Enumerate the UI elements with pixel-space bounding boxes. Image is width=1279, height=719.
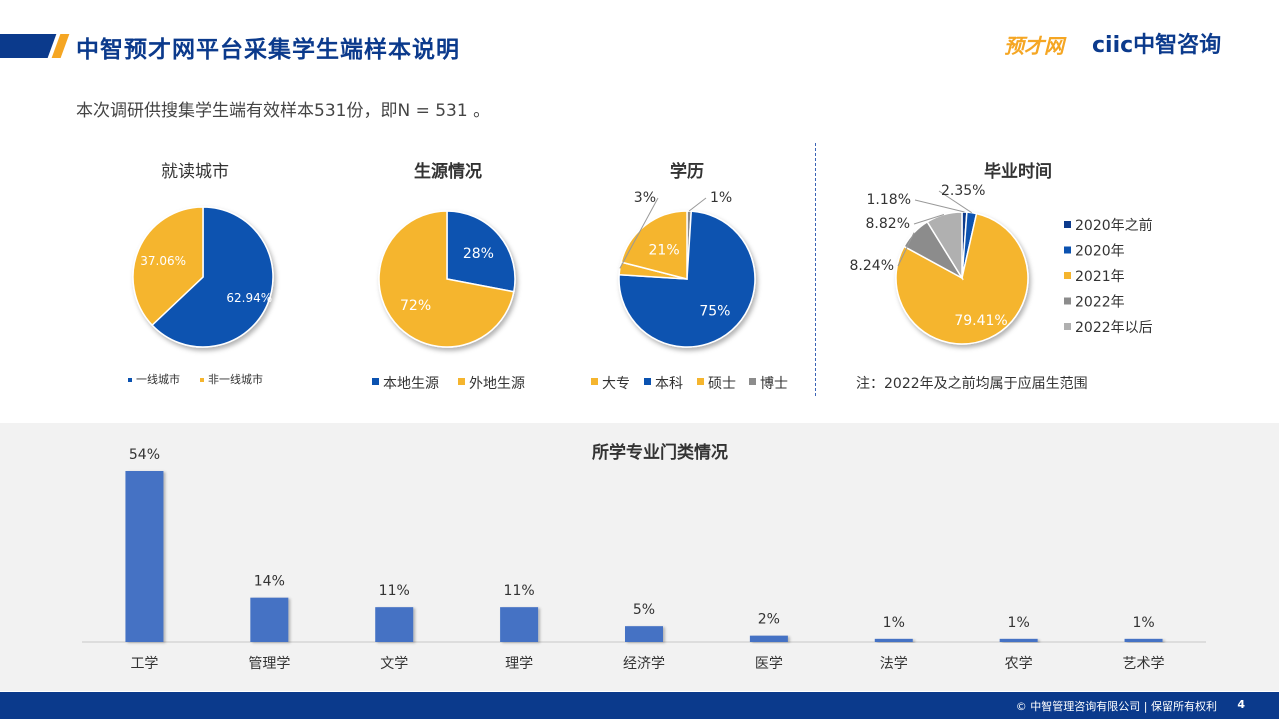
- footer-bar: © 中智管理咨询有限公司 | 保留所有权利 4: [0, 692, 1279, 719]
- bar-data-label: 1%: [1132, 615, 1154, 631]
- legend-marker-本科: [644, 378, 651, 385]
- legend-label: 2020年之前: [1075, 217, 1153, 234]
- pie-data-label: 75%: [699, 304, 730, 320]
- pie-group-0: [132, 206, 274, 348]
- pie-data-label: 62.94%: [226, 291, 272, 305]
- leader-line-2020年: [938, 190, 973, 214]
- bar-文学: [375, 607, 414, 642]
- pie-data-label: 2.35%: [941, 183, 985, 199]
- pie-group-1: [378, 210, 516, 348]
- leader-line-2022年以后: [913, 214, 945, 225]
- bar-data-label: 54%: [129, 447, 160, 463]
- major-bar-chart: 54% 工学 14% 管理学 11% 文学 11% 理学 5% 经济学 2% 医学 1% 法学 1% 农学 1%…: [82, 447, 1206, 672]
- bar-category-label: 经济学: [623, 656, 665, 672]
- bar-category-label: 艺术学: [1123, 656, 1165, 672]
- legend-label: 博士: [760, 375, 788, 392]
- leader-line-2022年: [897, 232, 915, 267]
- bar-category-label: 工学: [130, 656, 158, 672]
- legend-label: 外地生源: [469, 376, 525, 392]
- pie-group-3: [895, 211, 1029, 345]
- bar-管理学: [250, 597, 289, 642]
- bar-理学: [500, 607, 539, 642]
- legend-marker-2020年: [1064, 246, 1071, 254]
- legend-marker-2020年之前: [1064, 221, 1071, 228]
- bar-经济学: [625, 626, 663, 642]
- pie-data-label: 1%: [710, 190, 732, 206]
- legend-label: 一线城市: [136, 372, 180, 386]
- page-number: 4: [1237, 698, 1245, 711]
- legend-label: 硕士: [708, 376, 736, 392]
- chart-title-education: 学历: [670, 162, 704, 182]
- legend-marker-博士: [749, 378, 756, 385]
- leader-line-博士: [688, 197, 707, 212]
- bar-category-label: 医学: [755, 656, 783, 672]
- legend-label: 非一线城市: [208, 372, 263, 386]
- legend-marker-2021年: [1064, 272, 1071, 279]
- pie-slice-硕士: [620, 210, 688, 280]
- pie-data-label: 8.24%: [850, 258, 894, 274]
- bar-category-label: 理学: [505, 656, 533, 672]
- pie-slice-非一线城市: [132, 206, 204, 327]
- legend-marker-硕士: [697, 378, 704, 385]
- legend-label: 2022年以后: [1075, 320, 1153, 336]
- bar-艺术学: [1124, 638, 1163, 642]
- bar-category-label: 管理学: [248, 656, 290, 672]
- bar-data-label: 2%: [758, 612, 780, 628]
- legend-label: 2022年: [1075, 295, 1125, 311]
- pie-data-label: 28%: [463, 246, 494, 262]
- graduation-note: 注：2022年及之前均属于应届生范围: [856, 376, 1088, 392]
- section-divider: [815, 143, 816, 396]
- legend-marker-外地生源: [458, 378, 465, 385]
- legend-marker-非一线城市: [200, 378, 204, 382]
- pie-group-2: [618, 210, 756, 348]
- pie-slice-一线城市: [151, 206, 274, 348]
- bar-data-label: 11%: [504, 583, 535, 599]
- legend-label: 本地生源: [383, 376, 439, 392]
- pie-data-label: 8.82%: [866, 216, 910, 232]
- pie-data-label: 21%: [649, 242, 680, 258]
- pie-data-label: 79.41%: [954, 313, 1007, 329]
- pie-charts: 62.94% 37.06% 一线城市 非一线城市 28% 72% 本地生源 外地生源 3% 75%…: [128, 183, 1153, 392]
- major-chart-panel: [0, 423, 1279, 691]
- legend-marker-本地生源: [372, 378, 379, 385]
- bar-data-label: 1%: [1008, 615, 1030, 631]
- bar-法学: [874, 638, 913, 642]
- pie-data-label: 3%: [634, 190, 656, 206]
- bar-category-label: 文学: [380, 656, 408, 672]
- chart-title-city: 就读城市: [161, 162, 229, 182]
- bar-农学: [999, 638, 1038, 642]
- pie-data-label: 37.06%: [140, 254, 186, 268]
- legend-label: 大专: [602, 376, 630, 392]
- pie-slice-外地生源: [378, 210, 515, 348]
- bar-data-label: 11%: [379, 583, 410, 599]
- yucai-logo: 预才网: [1004, 34, 1064, 58]
- leader-line-大专: [619, 197, 659, 269]
- pie-data-label: 72%: [400, 298, 431, 314]
- legend-marker-一线城市: [128, 378, 132, 382]
- chart-title-graduation: 毕业时间: [984, 162, 1052, 182]
- bar-医学: [749, 635, 788, 642]
- bar-category-label: 农学: [1005, 656, 1033, 672]
- sample-description: 本次调研供搜集学生端有效样本531份，即N = 531 。: [76, 101, 491, 121]
- page-title: 中智预才网平台采集学生端样本说明: [76, 37, 460, 63]
- legend-label: 本科: [655, 376, 683, 392]
- pie-data-label: 1.18%: [867, 192, 911, 208]
- bar-data-label: 5%: [633, 602, 655, 618]
- chart-title-major: 所学专业门类情况: [592, 443, 728, 463]
- bar-category-label: 法学: [880, 656, 908, 672]
- bar-data-label: 14%: [254, 574, 285, 590]
- footer-copyright: © 中智管理咨询有限公司 | 保留所有权利: [1015, 700, 1217, 713]
- ciic-logo: ciic中智咨询: [1092, 33, 1222, 58]
- chart-title-origin: 生源情况: [414, 162, 482, 182]
- legend-marker-大专: [591, 378, 598, 385]
- bar-data-label: 1%: [883, 615, 905, 631]
- pie-slice-本地生源: [446, 210, 516, 293]
- bar-工学: [125, 471, 164, 642]
- legend-label: 2021年: [1075, 269, 1125, 285]
- leader-line-2020年之前: [914, 199, 965, 213]
- legend-marker-2022年: [1064, 297, 1071, 305]
- legend-label: 2020年: [1075, 244, 1125, 260]
- pie-slice-2022年以后: [926, 211, 963, 281]
- legend-marker-2022年以后: [1064, 323, 1071, 330]
